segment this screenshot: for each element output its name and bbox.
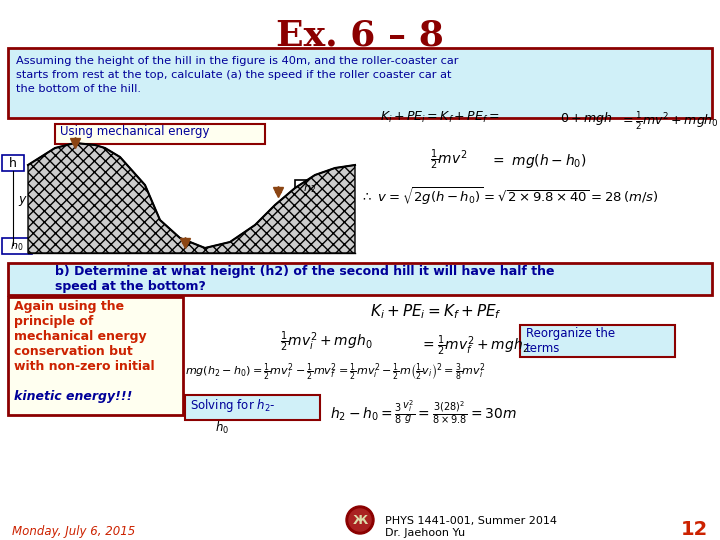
Text: b) Determine at what height (h2) of the second hill it will have half the: b) Determine at what height (h2) of the …	[55, 265, 554, 278]
Text: kinetic energy!!!: kinetic energy!!!	[14, 390, 132, 403]
Text: Using mechanical energy: Using mechanical energy	[60, 125, 210, 138]
Circle shape	[346, 506, 374, 534]
Text: $h_0$: $h_0$	[10, 239, 24, 253]
Text: $\frac{1}{2}mv^2$: $\frac{1}{2}mv^2$	[430, 148, 467, 172]
Text: speed at the bottom?: speed at the bottom?	[55, 280, 206, 293]
Text: Ж: Ж	[352, 514, 368, 526]
Text: starts from rest at the top, calculate (a) the speed if the roller coaster car a: starts from rest at the top, calculate (…	[16, 70, 451, 80]
Circle shape	[349, 509, 371, 531]
Text: $\therefore\ v=\sqrt{2g(h-h_0)}=\sqrt{2\times9.8\times40}=28\,(m/s)$: $\therefore\ v=\sqrt{2g(h-h_0)}=\sqrt{2\…	[360, 185, 659, 207]
Text: $h_2$: $h_2$	[303, 181, 317, 195]
Text: Again using the
principle of
mechanical energy
conservation but
with non-zero in: Again using the principle of mechanical …	[14, 300, 155, 373]
Text: Assuming the height of the hill in the figure is 40m, and the roller-coaster car: Assuming the height of the hill in the f…	[16, 56, 459, 66]
Text: $0+mgh$: $0+mgh$	[560, 110, 613, 127]
Text: Dr. Jaehoon Yu: Dr. Jaehoon Yu	[385, 528, 465, 538]
Text: $mg(h_2-h_0)=\frac{1}{2}mv_i^2-\frac{1}{2}mv_f^2=\frac{1}{2}mv_i^2-\frac{1}{2}m\: $mg(h_2-h_0)=\frac{1}{2}mv_i^2-\frac{1}{…	[185, 362, 486, 383]
Text: $=\ mg(h-h_0)$: $=\ mg(h-h_0)$	[490, 152, 587, 170]
Text: h: h	[9, 157, 17, 170]
Text: $\frac{1}{2}mv_i^2+mgh_0$: $\frac{1}{2}mv_i^2+mgh_0$	[280, 330, 372, 354]
Text: PHYS 1441-001, Summer 2014: PHYS 1441-001, Summer 2014	[385, 516, 557, 526]
Text: the bottom of the hill.: the bottom of the hill.	[16, 84, 141, 94]
Text: Monday, July 6, 2015: Monday, July 6, 2015	[12, 525, 135, 538]
Text: $K_i+PE_i=K_f+PE_f$: $K_i+PE_i=K_f+PE_f$	[370, 302, 502, 321]
Text: y: y	[18, 193, 26, 206]
Text: $h_2-h_0=\frac{3}{8}\frac{v_i^2}{g}=\frac{3(28)^2}{8\times9.8}=30m$: $h_2-h_0=\frac{3}{8}\frac{v_i^2}{g}=\fra…	[330, 398, 516, 426]
Bar	[8, 297, 183, 415]
Bar	[2, 238, 32, 254]
Text: $=\frac{1}{2}mv_f^2+mgh_2$: $=\frac{1}{2}mv_f^2+mgh_2$	[420, 334, 529, 359]
Text: Ex. 6 – 8: Ex. 6 – 8	[276, 18, 444, 52]
Text: $K_i+PE_i=K_f+PE_f=$: $K_i+PE_i=K_f+PE_f=$	[380, 110, 500, 125]
Text: Solving for $h_2$-: Solving for $h_2$-	[190, 397, 276, 414]
Text: 12: 12	[680, 520, 708, 539]
Bar	[55, 124, 265, 144]
Text: Reorganize the
terms: Reorganize the terms	[526, 327, 615, 355]
Bar	[520, 325, 675, 357]
Bar	[2, 155, 24, 171]
Bar	[8, 48, 712, 118]
Bar	[295, 180, 325, 196]
Text: $=\frac{1}{2}mv^2+mgh_0$: $=\frac{1}{2}mv^2+mgh_0$	[620, 110, 719, 132]
Polygon shape	[28, 143, 355, 253]
Bar	[8, 263, 712, 295]
Text: $h_0$: $h_0$	[215, 420, 229, 436]
Bar	[185, 395, 320, 420]
